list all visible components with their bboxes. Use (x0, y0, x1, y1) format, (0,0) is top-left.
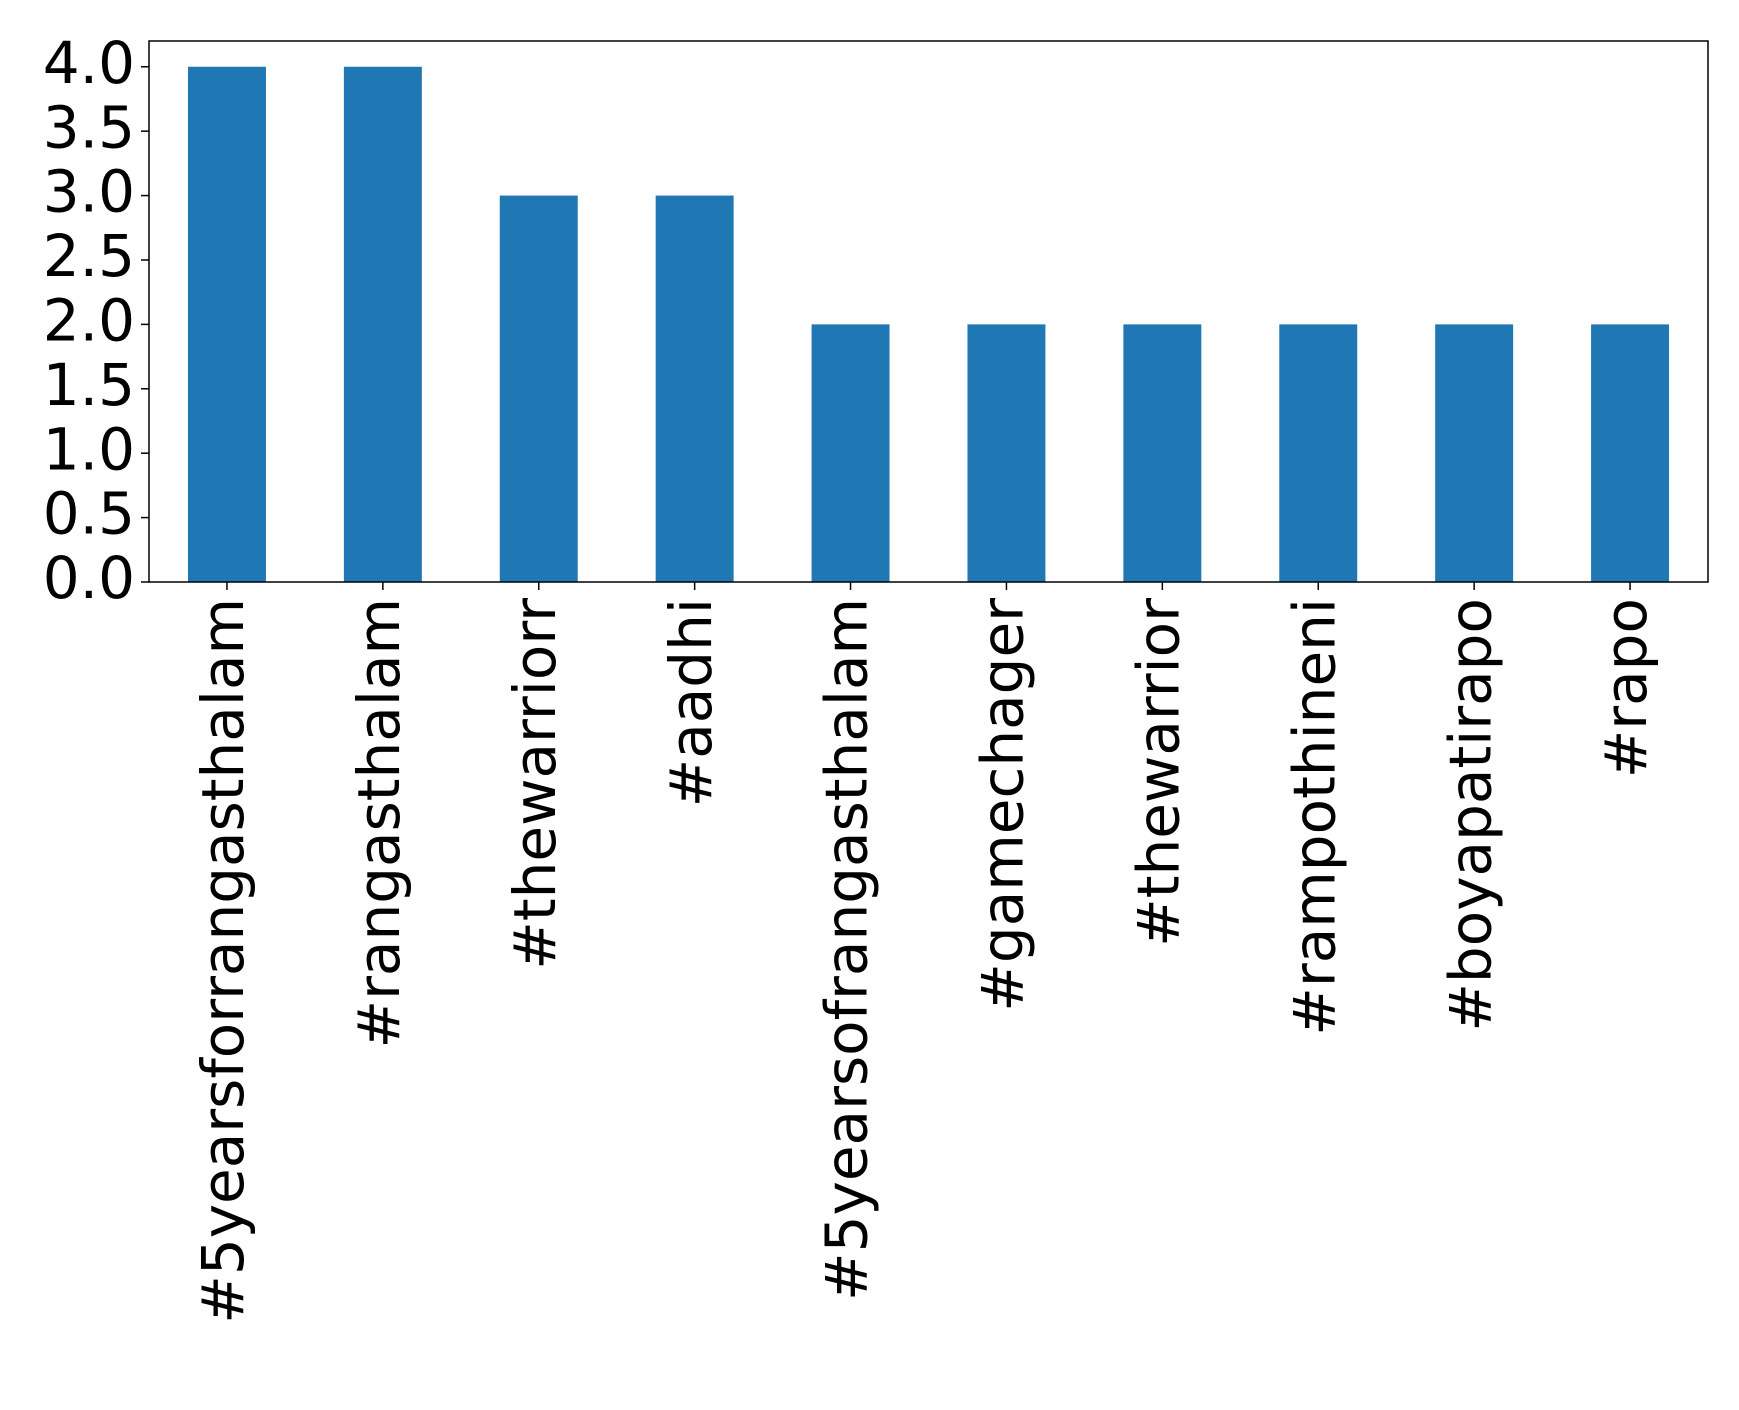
y-tick-label: 0.5 (43, 480, 135, 548)
bar (187, 66, 266, 582)
x-tick-label: #rampothineni (1280, 598, 1348, 1036)
bar (967, 324, 1046, 582)
x-tick-label: #rangasthalam (345, 598, 413, 1049)
plot-frame (148, 40, 1709, 583)
x-tick-label: #gamechager (969, 598, 1037, 1012)
bar (811, 324, 890, 582)
bar (499, 195, 578, 583)
y-tick-label: 2.5 (43, 222, 135, 290)
y-tick-label: 3.0 (43, 158, 135, 226)
x-tick-label: #5yearsforrangasthalam (189, 598, 257, 1324)
x-tick-label: #thewarrior (1124, 598, 1192, 947)
bar (1123, 324, 1202, 582)
y-tick-label: 0.0 (43, 544, 135, 612)
bar (1435, 324, 1514, 582)
x-tick-label: #boyapatirapo (1436, 598, 1504, 1032)
y-tick-label: 1.0 (43, 415, 135, 483)
y-tick-label: 4.0 (43, 29, 135, 97)
x-tick-label: #thewarriorr (501, 598, 569, 970)
y-tick-label: 2.0 (43, 286, 135, 354)
bar (655, 195, 734, 583)
bar (1591, 324, 1670, 582)
bar (1279, 324, 1358, 582)
x-tick-label: #5yearsofrangasthalam (813, 598, 881, 1301)
y-tick-label: 3.5 (43, 93, 135, 161)
bar (343, 66, 422, 582)
y-tick-label: 1.5 (43, 351, 135, 419)
x-tick-label: #rapo (1592, 598, 1660, 778)
x-tick-label: #aadhi (657, 598, 725, 807)
